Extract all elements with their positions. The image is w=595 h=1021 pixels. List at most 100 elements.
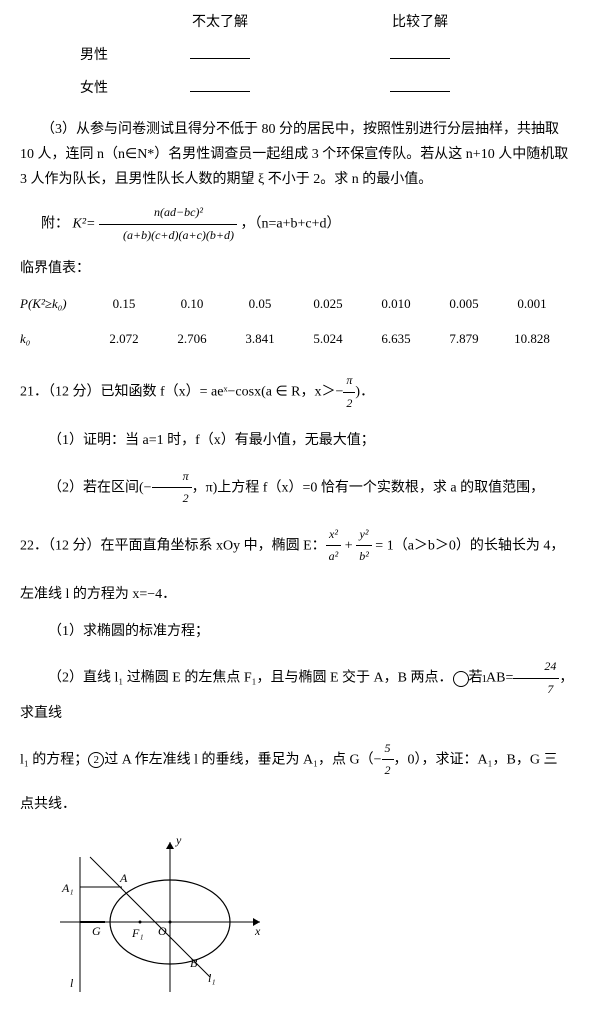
ellipse-diagram: y x A A₁ G F₁ O B l l₁: [50, 832, 575, 1011]
critical-row-k: k₀ 2.072 2.706 3.841 5.024 6.635 7.879 1…: [20, 327, 575, 350]
critical-p-label: P(K²≥k₀): [20, 292, 90, 315]
q21-points: （12 分）: [48, 385, 101, 400]
q22-points: （12 分）: [48, 538, 101, 553]
critical-p-6: 0.001: [498, 292, 566, 315]
q22-number: 22．: [20, 538, 48, 553]
label-l1: l₁: [208, 971, 216, 985]
q22-sub2-f: ，0），求证：A₁，B，G 三: [394, 752, 558, 767]
survey-label-male: 男性: [20, 43, 120, 68]
k2-numerator: n(ad−bc)²: [99, 202, 237, 225]
critical-p-5: 0.005: [430, 292, 498, 315]
critical-row-p: P(K²≥k₀) 0.15 0.10 0.05 0.025 0.010 0.00…: [20, 292, 575, 315]
survey-table: 不太了解 比较了解 男性 女性: [20, 10, 575, 102]
q22-ab-num: 24: [513, 656, 559, 679]
critical-k-2: 3.841: [226, 327, 294, 350]
label-g: G: [92, 924, 101, 938]
critical-p-3: 0.025: [294, 292, 362, 315]
critical-p-2: 0.05: [226, 292, 294, 315]
q21-sub2-a: （2）若在区间(−: [48, 480, 152, 495]
q22-frac2-den: b²: [356, 546, 372, 568]
q22-sub2-d: l₁ 的方程；: [20, 752, 88, 767]
q22-frac1: x²a²: [326, 524, 342, 568]
q21-frac-den: 2: [343, 393, 355, 415]
critical-p-1: 0.10: [158, 292, 226, 315]
survey-blank-male-2: [320, 43, 520, 68]
label-a: A: [119, 871, 128, 885]
q21-stem: 已知函数 f（x）= aeˣ−cosx(a ∈ R，x＞−: [101, 385, 344, 400]
critical-p-0: 0.15: [90, 292, 158, 315]
label-y: y: [175, 833, 182, 847]
q22-stem-c: 左准线 l 的方程为 x=−4．: [20, 582, 575, 607]
survey-header-col2: 比较了解: [320, 10, 520, 35]
critical-k-6: 10.828: [498, 327, 566, 350]
n-definition: ，（n=a+b+c+d）: [241, 216, 341, 231]
critical-k-5: 7.879: [430, 327, 498, 350]
q22-sub2-a: （2）直线 l₁ 过椭圆 E 的左焦点 F₁，且与椭圆 E 交于 A，B 两点．: [48, 671, 453, 686]
question-3-text: （3）从参与问卷测试且得分不低于 80 分的居民中，按照性别进行分层抽样，共抽取…: [20, 117, 575, 193]
question-22: 22．（12 分）在平面直角坐标系 xOy 中，椭圆 E：x²a² + y²b²…: [20, 524, 575, 568]
label-a1: A₁: [61, 881, 74, 895]
survey-header-spacer: [20, 10, 120, 35]
k2-fraction: n(ad−bc)² (a+b)(c+d)(a+c)(b+d): [99, 202, 237, 246]
q22-sub2-line3: 点共线．: [20, 792, 575, 817]
q22-frac1-den: a²: [326, 546, 342, 568]
q22-g-num: 5: [382, 738, 394, 761]
label-x: x: [254, 924, 261, 938]
q22-sub2-b: 若 AB=: [469, 671, 514, 686]
point-o: [169, 921, 172, 924]
q21-sub2-frac-num: π: [152, 466, 192, 489]
survey-header-row: 不太了解 比较了解: [20, 10, 575, 35]
q22-sub2-line2: l₁ 的方程；2过 A 作左准线 l 的垂线，垂足为 A₁，点 G（−52，0）…: [20, 738, 575, 782]
q22-frac1-num: x²: [326, 524, 342, 547]
critical-k-0: 2.072: [90, 327, 158, 350]
q22-frac2: y²b²: [356, 524, 372, 568]
q22-sub1: （1）求椭圆的标准方程；: [20, 619, 575, 644]
critical-k-3: 5.024: [294, 327, 362, 350]
q21-sub1: （1）证明：当 a=1 时，f（x）有最小值，无最大值；: [20, 428, 575, 453]
q21-sub2-frac-den: 2: [152, 488, 192, 510]
label-b: B: [190, 956, 198, 970]
diagram-svg: y x A A₁ G F₁ O B l l₁: [50, 832, 270, 1002]
q22-sub2-line1: （2）直线 l₁ 过椭圆 E 的左焦点 F₁，且与椭圆 E 交于 A，B 两点．…: [20, 656, 575, 725]
q21-number: 21．: [20, 385, 48, 400]
critical-p-4: 0.010: [362, 292, 430, 315]
q22-plus: +: [341, 538, 356, 553]
survey-label-female: 女性: [20, 76, 120, 101]
k2-label: K²=: [73, 216, 96, 231]
survey-header-col1: 不太了解: [120, 10, 320, 35]
circle-2-icon: 2: [88, 752, 104, 768]
formula-k2: 附： K²= n(ad−bc)² (a+b)(c+d)(a+c)(b+d) ，（…: [20, 202, 575, 246]
survey-blank-female-1: [120, 76, 320, 101]
question-21: 21．（12 分）已知函数 f（x）= aeˣ−cosx(a ∈ R，x＞−π2…: [20, 370, 575, 414]
survey-blank-female-2: [320, 76, 520, 101]
label-o: O: [158, 924, 167, 938]
q21-sub2-b: ，π)上方程 f（x）=0 恰有一个实数根，求 a 的取值范围，: [192, 480, 545, 495]
q21-frac-num: π: [343, 370, 355, 393]
label-f1: F₁: [131, 926, 144, 940]
critical-value-table: P(K²≥k₀) 0.15 0.10 0.05 0.025 0.010 0.00…: [20, 292, 575, 351]
y-axis-arrow-icon: [166, 842, 174, 849]
critical-table-title: 临界值表：: [20, 256, 575, 281]
q21-stem-end: )．: [355, 385, 374, 400]
q21-frac: π2: [343, 370, 355, 414]
critical-k-4: 6.635: [362, 327, 430, 350]
q22-ab-frac: 247: [513, 656, 559, 700]
q22-stem-b: = 1（a＞b＞0）的长轴长为 4，: [372, 538, 565, 553]
q22-sub2-e: 过 A 作左准线 l 的垂线，垂足为 A₁，点 G（−: [104, 752, 381, 767]
q22-stem-a: 在平面直角坐标系 xOy 中，椭圆 E：: [101, 538, 326, 553]
circle-1-icon: 1: [453, 671, 469, 687]
q21-sub2-frac: π2: [152, 466, 192, 510]
point-f1: [139, 921, 142, 924]
label-l: l: [70, 976, 74, 990]
critical-k-label: k₀: [20, 327, 90, 350]
q22-g-den: 2: [382, 760, 394, 782]
q22-ab-den: 7: [513, 679, 559, 701]
survey-blank-male-1: [120, 43, 320, 68]
survey-row-male: 男性: [20, 43, 575, 68]
critical-k-1: 2.706: [158, 327, 226, 350]
q22-g-frac: 52: [382, 738, 394, 782]
survey-row-female: 女性: [20, 76, 575, 101]
k2-denominator: (a+b)(c+d)(a+c)(b+d): [99, 225, 237, 247]
formula-prefix: 附：: [41, 216, 69, 231]
q21-sub2: （2）若在区间(−π2，π)上方程 f（x）=0 恰有一个实数根，求 a 的取值…: [20, 466, 575, 510]
